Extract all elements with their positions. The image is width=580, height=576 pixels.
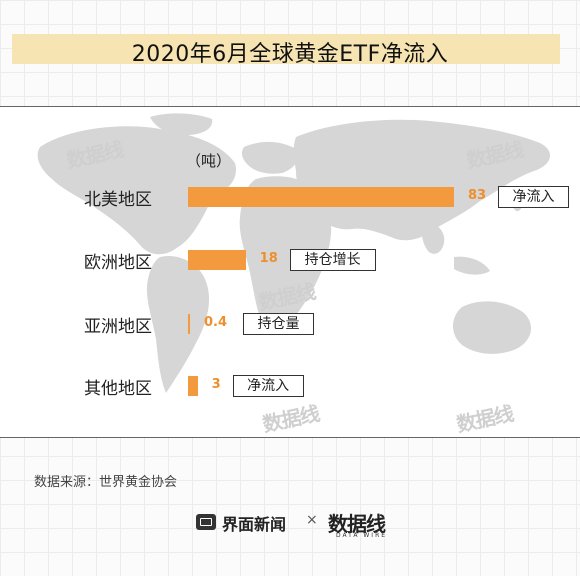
data-source: 数据来源：世界黄金协会 [34,475,178,490]
category-label: 其他地区 [84,379,152,399]
annotation-box: 持仓量 [243,313,314,335]
category-label: 北美地区 [84,190,152,210]
chart-panel: 数据线 数据线 数据线 数据线 数据线 [0,106,580,438]
annotation-box: 净流入 [232,375,304,397]
footer: 界面新闻 × 数据线 DATA WIRE [0,508,580,539]
bar [188,187,454,207]
separator: × [306,512,318,528]
bar [188,314,190,334]
world-map-background [37,113,551,393]
annotation-box: 持仓增长 [289,249,376,271]
chart-title: 2020年6月全球黄金ETF净流入 [131,42,449,67]
value-label: 83 [468,188,487,203]
value-label: 0.4 [204,315,228,330]
data-wire-logo: 数据线 [328,512,386,536]
bar [188,376,198,396]
unit-label: （吨） [186,152,232,170]
data-wire-subtitle: DATA WIRE [336,532,388,539]
bar [188,250,246,270]
jiemian-logo-icon [196,514,216,530]
category-label: 欧洲地区 [84,253,152,273]
category-label: 亚洲地区 [84,317,152,337]
title-highlight-bar [12,34,560,64]
annotation-box: 净流入 [498,186,569,208]
brand-name: 界面新闻 [222,515,287,534]
value-label: 3 [211,377,221,392]
value-label: 18 [259,251,278,266]
